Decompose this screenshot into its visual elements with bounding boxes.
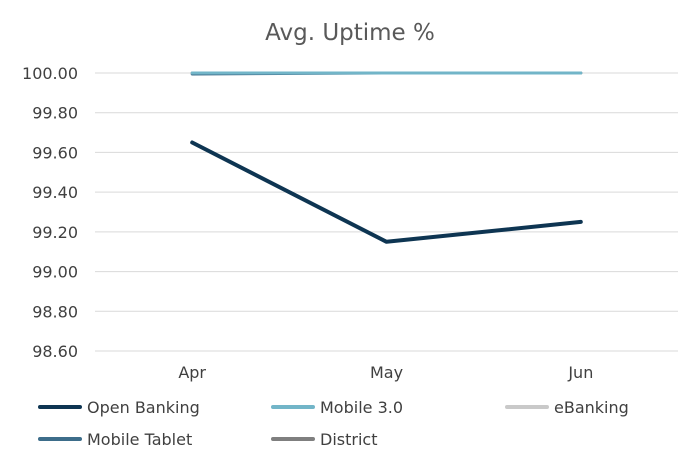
y-tick-label: 99.80 <box>32 104 78 123</box>
series-lines <box>190 71 583 244</box>
legend-item-open-banking: Open Banking <box>38 398 200 417</box>
x-axis-ticks: Apr May Jun <box>178 363 593 382</box>
y-tick-label: 100.00 <box>22 64 78 83</box>
legend-label: District <box>320 430 377 449</box>
legend-label: Mobile 3.0 <box>320 398 403 417</box>
series-line-open-banking <box>190 140 583 244</box>
gridlines <box>95 72 678 352</box>
legend-item-mobile-3-0: Mobile 3.0 <box>271 398 403 417</box>
legend-label: Open Banking <box>87 398 200 417</box>
y-tick-label: 99.20 <box>32 223 78 242</box>
y-tick-label: 99.60 <box>32 143 78 162</box>
y-tick-label: 98.60 <box>32 342 78 361</box>
y-tick-label: 99.00 <box>32 263 78 282</box>
legend-item-mobile-tablet: Mobile Tablet <box>38 430 192 449</box>
x-tick-label: May <box>370 363 403 382</box>
x-tick-label: Jun <box>567 363 593 382</box>
legend-item-district: District <box>271 430 377 449</box>
legend-label: eBanking <box>554 398 629 417</box>
legend-label: Mobile Tablet <box>87 430 192 449</box>
y-tick-label: 99.40 <box>32 183 78 202</box>
chart-title: Avg. Uptime % <box>265 20 435 46</box>
legend-item-ebanking: eBanking <box>505 398 629 417</box>
y-axis-ticks: 100.00 99.80 99.60 99.40 99.20 99.00 98.80 98.6… <box>22 64 78 361</box>
x-tick-label: Apr <box>178 363 206 382</box>
legend: Open Banking Mobile 3.0 eBanking Mobile Tab… <box>38 398 629 449</box>
y-tick-label: 98.80 <box>32 302 78 321</box>
